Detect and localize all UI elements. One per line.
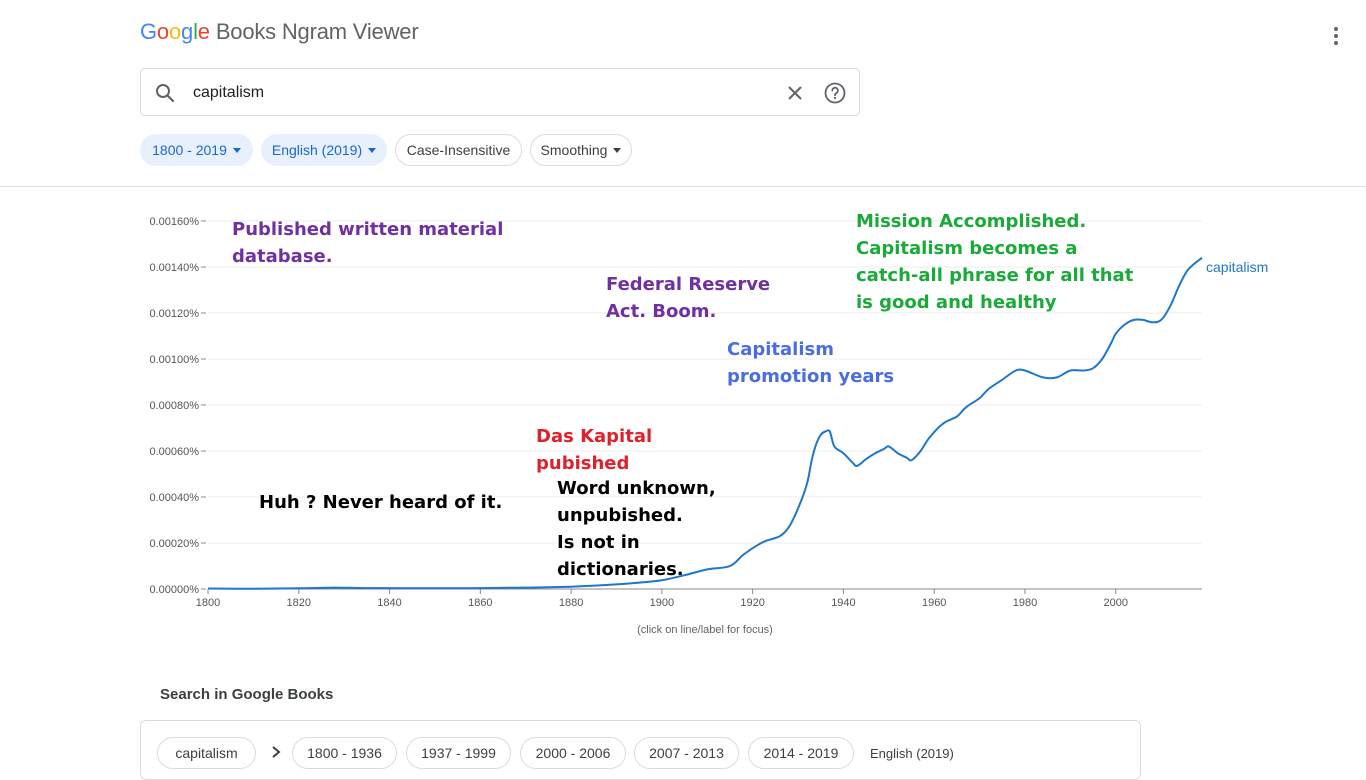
x-tick-label: 1860 (468, 597, 492, 609)
annotation-line: Word unknown, (557, 478, 716, 499)
annotation-line: Mission Accomplished. (856, 211, 1087, 232)
y-tick-label: 0.00060% (149, 446, 199, 458)
x-tick-label: 1840 (377, 597, 401, 609)
search-icon[interactable] (153, 81, 177, 105)
case-insensitive-chip[interactable]: Case-Insensitive (395, 134, 522, 166)
books-corpus-label: English (2019) (870, 746, 954, 761)
corpus-label: English (2019) (271, 142, 363, 158)
y-tick-label: 0.00020% (149, 538, 199, 550)
annotation-database: Published written material database. (232, 216, 503, 270)
annotation-word-unknown: Word unknown, unpubished. Is not in dict… (557, 475, 716, 583)
series-label-capitalism[interactable]: capitalism (1206, 259, 1268, 275)
chevron-down-icon (368, 147, 377, 153)
y-tick-label: 0.00100% (149, 354, 199, 366)
x-tick-label: 1880 (559, 597, 583, 609)
x-tick-label: 1820 (287, 597, 311, 609)
annotation-line: Published written material (232, 219, 504, 240)
google-books-logo[interactable]: Google Books Ngram Viewer (140, 19, 419, 45)
annotation-line: pubished (536, 453, 630, 474)
chevron-down-icon (232, 147, 241, 153)
year-range-label: 1800 - 2019 (152, 142, 227, 158)
more-options-button[interactable] (1322, 22, 1350, 50)
x-tick-label: 1920 (740, 597, 764, 609)
chart-focus-hint: (click on line/label for focus) (637, 624, 773, 636)
annotation-line: Federal Reserve (606, 274, 771, 295)
more-vert-icon (1334, 27, 1338, 45)
corpus-chip[interactable]: English (2019) (261, 134, 387, 166)
annotation-mission-accomplished: Mission Accomplished. Capitalism becomes… (856, 208, 1133, 316)
x-tick-label: 1980 (1013, 597, 1037, 609)
annotation-line: dictionaries. (557, 559, 684, 580)
smoothing-chip[interactable]: Smoothing (530, 134, 632, 166)
books-range-chip[interactable]: 2014 - 2019 (748, 737, 854, 769)
annotation-das-kapital: Das Kapital pubished (536, 423, 652, 477)
ngram-chart: 0.00000% 0.00020% 0.00040% 0.00060% 0.00080%… (149, 216, 1268, 609)
y-tick-label: 0.00040% (149, 492, 199, 504)
books-range-chip[interactable]: 1800 - 1936 (292, 737, 397, 769)
annotation-never-heard: Huh ? Never heard of it. (259, 489, 502, 516)
books-section-title: Search in Google Books (160, 686, 334, 703)
x-tick-label: 1960 (922, 597, 946, 609)
x-tick-label: 1800 (196, 597, 220, 609)
app-title: Books Ngram Viewer (215, 19, 419, 44)
close-icon[interactable] (783, 81, 807, 105)
chevron-right-icon (272, 746, 281, 758)
y-tick-label: 0.00000% (149, 584, 199, 596)
series-line-capitalism[interactable] (207, 257, 1203, 590)
annotation-line: is good and healthy (856, 292, 1057, 313)
annotation-promotion-years: Capitalism promotion years (727, 336, 894, 390)
smoothing-label: Smoothing (540, 142, 608, 158)
y-tick-label: 0.00080% (149, 400, 199, 412)
year-range-chip[interactable]: 1800 - 2019 (140, 134, 253, 166)
chevron-down-icon (613, 147, 622, 153)
annotation-line: Huh ? Never heard of it. (259, 492, 503, 513)
books-term-chip[interactable]: capitalism (157, 737, 256, 769)
annotation-line: Is not in (557, 532, 640, 553)
books-range-chip[interactable]: 2007 - 2013 (634, 737, 739, 769)
y-tick-label: 0.00140% (149, 262, 199, 274)
logo-letter-4: g (181, 19, 194, 44)
y-tick-label: 0.00120% (149, 308, 199, 320)
annotation-line: Capitalism becomes a (856, 238, 1078, 259)
x-tick-label: 1940 (831, 597, 855, 609)
y-tick-label: 0.00160% (149, 216, 199, 228)
annotation-line: catch-all phrase for all that (856, 265, 1134, 286)
x-tick-label: 2000 (1104, 597, 1128, 609)
case-insensitive-label: Case-Insensitive (406, 142, 511, 158)
books-range-chip[interactable]: 2000 - 2006 (520, 737, 626, 769)
logo-letter-6: e (197, 19, 210, 44)
logo-letter-1: G (140, 19, 157, 44)
annotation-line: Act. Boom. (606, 301, 717, 322)
annotation-federal-reserve: Federal Reserve Act. Boom. (606, 271, 770, 325)
annotation-line: promotion years (727, 366, 895, 387)
x-tick-label: 1900 (650, 597, 674, 609)
search-input[interactable] (193, 81, 753, 105)
annotation-line: Capitalism (727, 339, 834, 360)
logo-letter-5: l (193, 19, 198, 44)
books-range-chip[interactable]: 1937 - 1999 (406, 737, 511, 769)
help-icon[interactable] (823, 81, 847, 105)
header-divider (0, 186, 1366, 187)
logo-letter-2: o (156, 19, 169, 44)
annotation-line: Das Kapital (536, 426, 653, 447)
logo-letter-3: o (168, 19, 182, 44)
annotation-line: database. (232, 246, 333, 267)
search-box (140, 68, 860, 116)
annotation-line: unpubished. (557, 505, 683, 526)
